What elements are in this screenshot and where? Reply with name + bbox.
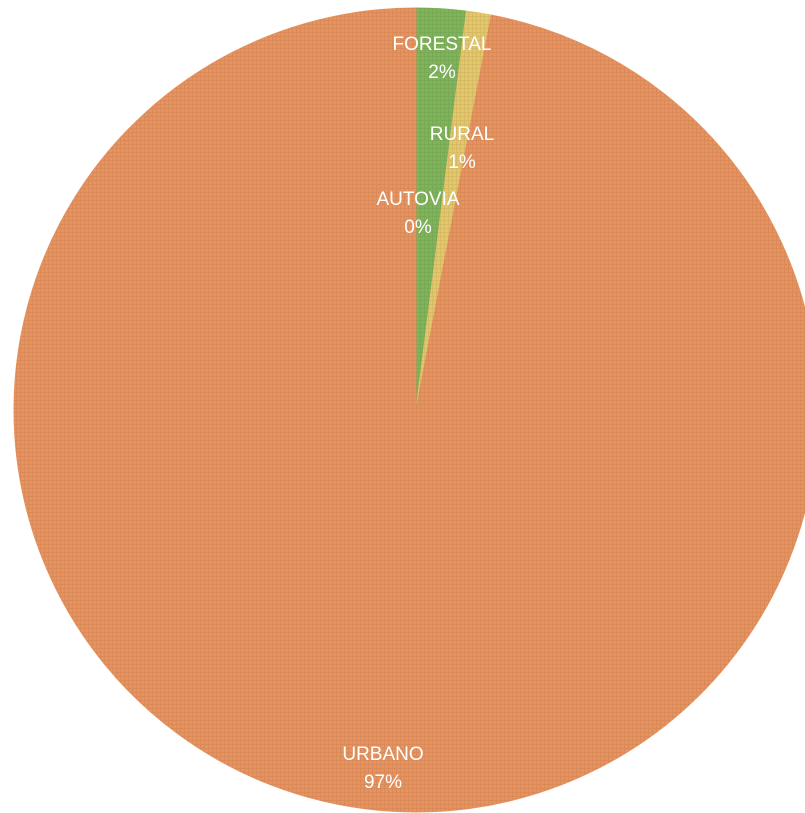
slice-label: AUTOVIA bbox=[376, 189, 459, 210]
slice-label: URBANO bbox=[342, 744, 423, 765]
slice-value-label: 0% bbox=[404, 217, 432, 238]
labels: AUTOVIA 0% FORESTAL 2% RURAL 1% URBANO 97% bbox=[342, 34, 494, 793]
pie bbox=[13, 7, 805, 813]
slice-label: FORESTAL bbox=[393, 34, 492, 55]
slice-label: RURAL bbox=[430, 124, 494, 145]
texture bbox=[14, 8, 805, 812]
slice-value-label: 2% bbox=[428, 62, 456, 83]
slice-value-label: 1% bbox=[448, 152, 476, 173]
slice-value-label: 97% bbox=[364, 772, 402, 793]
